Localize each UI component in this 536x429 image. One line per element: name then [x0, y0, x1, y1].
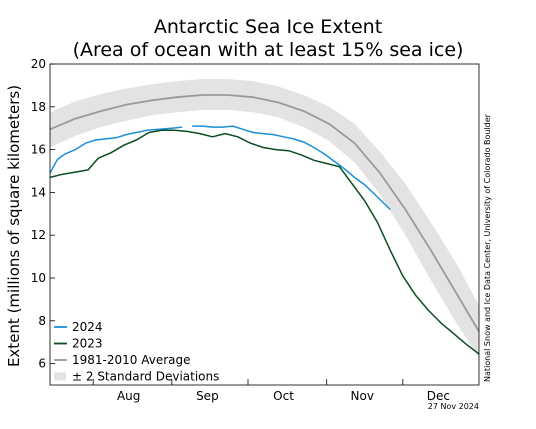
std-dev-band	[50, 79, 479, 358]
plot-frame	[49, 63, 480, 386]
legend: 2024 2023 1981-2010 Average ± 2 Standard De…	[54, 320, 219, 384]
series-line-2023	[49, 129, 480, 355]
y-axis-label: Extent (millions of square kilometers)	[5, 85, 23, 367]
legend-label-2023: 2023	[72, 337, 103, 351]
x-tick-label: Sep	[196, 389, 219, 403]
credit-text: National Snow and Ice Data Center, Unive…	[483, 113, 492, 382]
legend-swatch-2-standard-deviations	[54, 372, 66, 381]
y-tick-label: 6	[38, 357, 46, 371]
y-tick-label: 10	[31, 271, 46, 285]
y-tick-label: 16	[31, 143, 46, 157]
legend-label-1981-2010-average: 1981-2010 Average	[72, 353, 191, 367]
series-line-1981-2010-average	[49, 94, 480, 332]
y-tick-label: 14	[31, 185, 46, 199]
x-tick-label: Dec	[427, 389, 450, 403]
chart-title: Antarctic Sea Ice Extent	[154, 16, 382, 38]
y-tick-label: 18	[31, 100, 46, 114]
legend-label-2-standard-deviations: ± 2 Standard Deviations	[72, 370, 219, 384]
std-dev-band-layer	[50, 79, 479, 358]
series-line-2024	[192, 125, 391, 211]
x-axis: Aug Sep Oct Nov Dec	[92, 379, 450, 403]
legend-label-2024: 2024	[72, 320, 103, 334]
y-tick-label: 20	[31, 57, 46, 71]
series-line-2024	[49, 126, 183, 174]
y-axis: 6 8 10 12 14 16 18 20	[31, 57, 55, 371]
y-tick-label: 8	[38, 314, 46, 328]
chart-subtitle: (Area of ocean with at least 15% sea ice…	[73, 39, 464, 61]
y-tick-label: 12	[31, 228, 46, 242]
x-tick-label: Nov	[351, 389, 374, 403]
x-tick-label: Oct	[273, 389, 294, 403]
date-label: 27 Nov 2024	[428, 402, 479, 411]
x-tick-label: Aug	[117, 389, 140, 403]
series-layer	[49, 94, 480, 355]
